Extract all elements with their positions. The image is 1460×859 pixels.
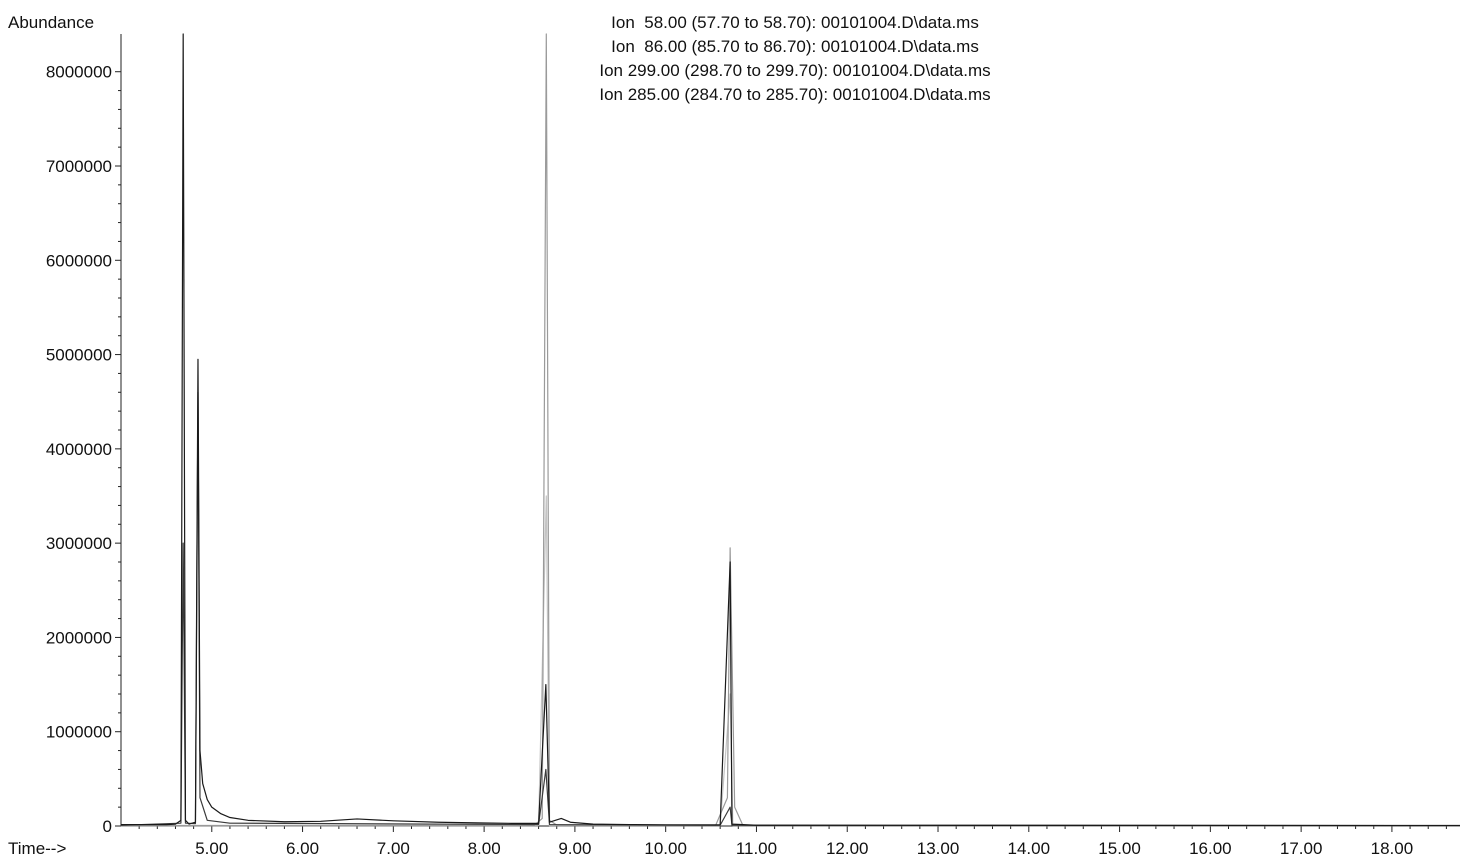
ion-label-58: Ion 58.00 (57.70 to 58.70): 00101004.D\d… [611,13,979,32]
x-tick-label: 8.00 [468,839,501,858]
x-ticks: 5.00 6.00 7.00 8.00 9.00 10.00 11.00 12.00 13.00… [138,826,1447,858]
y-tick-label: 7000000 [46,157,112,176]
x-tick-label: 10.00 [644,839,687,858]
series-line-ion-86-00 [120,391,1460,827]
x-axis-label: Time--> [8,839,66,858]
y-tick-label: 4000000 [46,440,112,459]
x-tick-label: 18.00 [1371,839,1414,858]
x-tick-label: 14.00 [1008,839,1051,858]
x-tick-label: 7.00 [377,839,410,858]
y-tick-label: 2000000 [46,628,112,647]
series-line-ion-299-00 [121,33,1460,827]
x-tick-label: 16.00 [1189,839,1232,858]
y-tick-label: 8000000 [46,63,112,82]
ion-label-299: Ion 299.00 (298.70 to 299.70): 00101004.… [599,61,990,80]
y-ticks: 0 1000000 2000000 3000000 4000000 5000000 6000… [46,63,121,836]
ion-label-285: Ion 285.00 (284.70 to 285.70): 00101004.… [599,85,990,104]
x-tick-label: 15.00 [1098,839,1141,858]
series-group [120,33,1460,827]
x-tick-label: 12.00 [826,839,869,858]
y-tick-label: 6000000 [46,251,112,270]
series-line-ion-285-00 [121,495,1460,827]
x-tick-label: 5.00 [195,839,228,858]
x-tick-label: 11.00 [736,839,777,858]
title-block: Ion 58.00 (57.70 to 58.70): 00101004.D\d… [599,13,990,104]
y-tick-label: 3000000 [46,534,112,553]
y-tick-label: 0 [103,817,112,836]
y-tick-label: 5000000 [46,346,112,365]
y-tick-label: 1000000 [46,723,112,742]
ion-label-86: Ion 86.00 (85.70 to 86.70): 00101004.D\d… [611,37,979,56]
x-tick-label: 17.00 [1280,839,1323,858]
series-line-ion-58-00 [121,33,1460,827]
y-axis-label: Abundance [8,13,94,32]
x-tick-label: 13.00 [917,839,960,858]
x-tick-label: 9.00 [558,839,591,858]
x-tick-label: 6.00 [286,839,319,858]
